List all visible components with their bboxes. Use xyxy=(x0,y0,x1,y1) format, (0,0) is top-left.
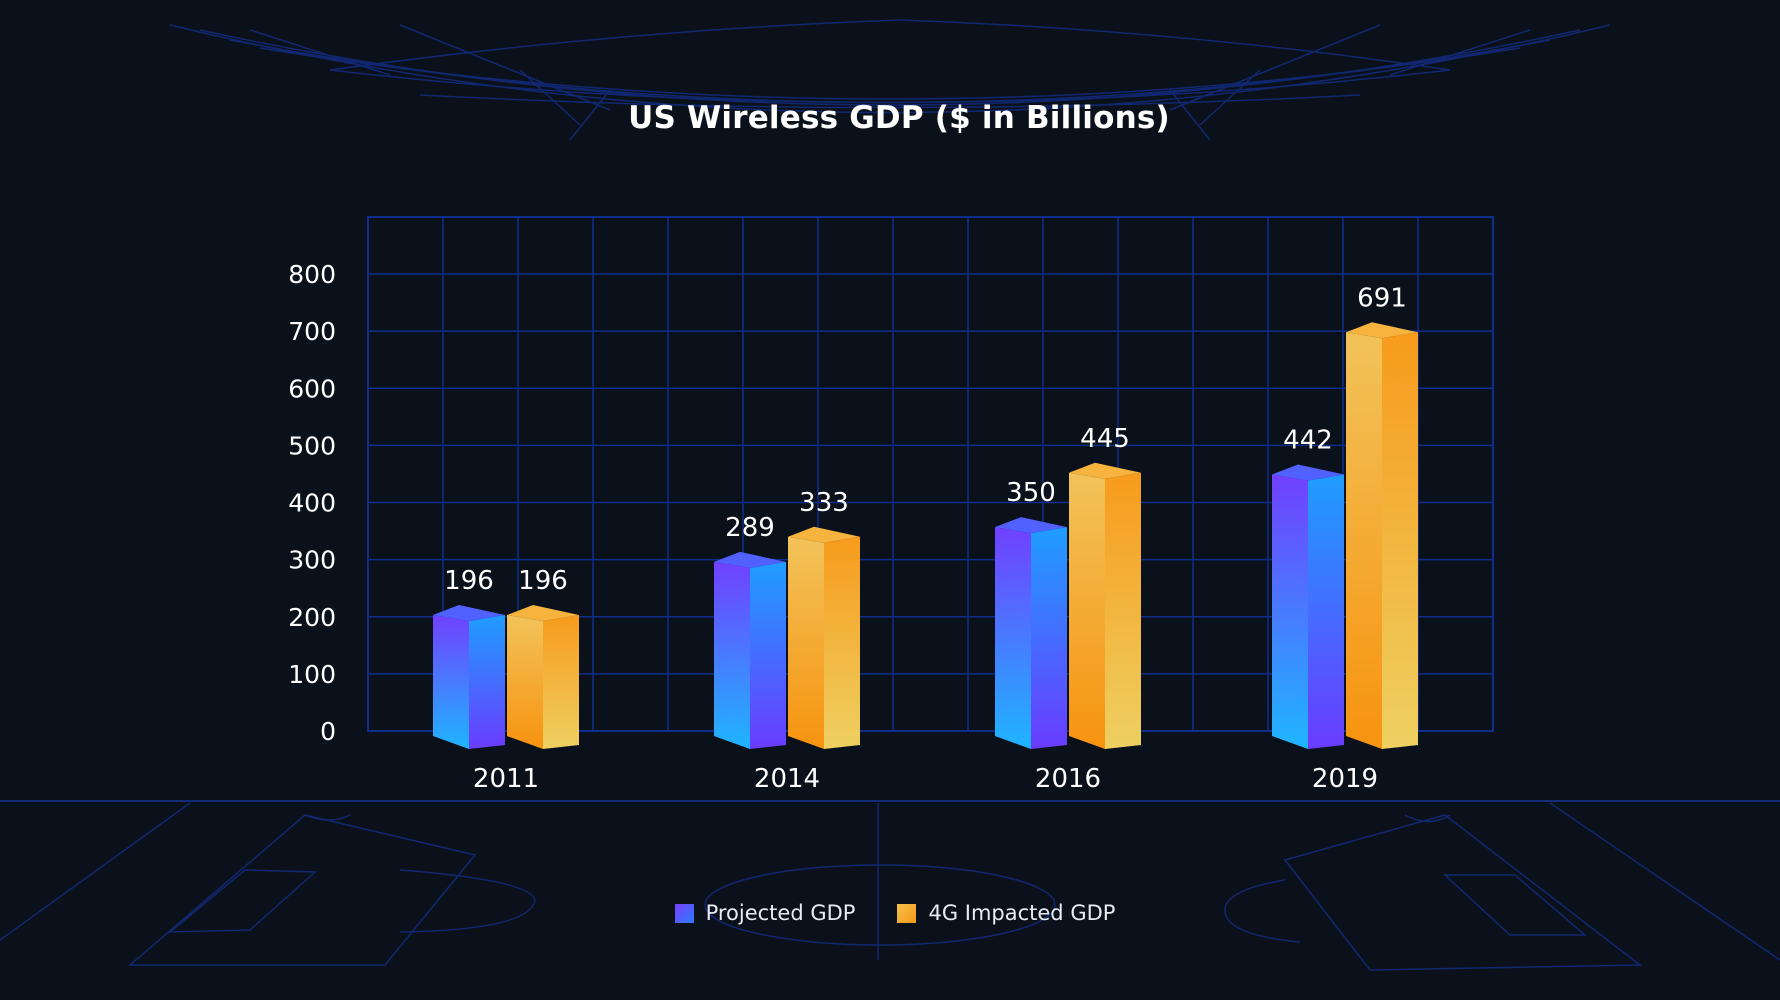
bar-face-top xyxy=(433,605,505,622)
bar-0-2014 xyxy=(714,551,786,749)
plot-border xyxy=(367,216,1494,732)
arena-arc xyxy=(259,47,1521,100)
legend-swatch-4g-impacted xyxy=(897,903,917,923)
bar-face-top xyxy=(714,551,786,568)
bar-face-right xyxy=(1308,474,1344,749)
legend-swatch-projected xyxy=(674,903,694,923)
bar-1-2016 xyxy=(1069,462,1141,749)
bar-face-left xyxy=(995,527,1031,749)
x-tick-label: 2019 xyxy=(1312,764,1378,794)
data-label: 289 xyxy=(725,513,775,543)
y-tick-label: 200 xyxy=(288,603,336,632)
data-label: 333 xyxy=(799,488,849,518)
y-tick-label: 300 xyxy=(288,546,336,575)
arena-arc xyxy=(199,29,1581,106)
bar-0-2019 xyxy=(1272,464,1344,749)
chart-title: US Wireless GDP ($ in Billions) xyxy=(628,100,1170,136)
legend-label-projected: Projected GDP xyxy=(705,901,856,925)
legend-label-4g-impacted: 4G Impacted GDP xyxy=(928,901,1116,925)
bar-face-right xyxy=(469,615,505,749)
bar-face-top xyxy=(1346,322,1418,339)
bar-face-left xyxy=(507,615,543,749)
legend-item-projected[interactable]: Projected GDP xyxy=(674,901,856,925)
data-labels: 196 196 289 333 350 445 442 691 xyxy=(444,283,1407,596)
bars xyxy=(433,322,1418,749)
bar-face-left xyxy=(714,561,750,749)
bar-face-left xyxy=(788,536,824,749)
bar-face-top xyxy=(995,517,1067,534)
data-label: 350 xyxy=(1006,478,1056,508)
bar-face-top xyxy=(507,605,579,622)
x-axis: 2011 2014 2016 2019 xyxy=(473,764,1378,794)
bar-face-top xyxy=(788,526,860,543)
y-axis: 0 100 200 300 400 500 600 700 800 xyxy=(288,260,336,746)
arena-arc xyxy=(169,24,1611,114)
data-label: 691 xyxy=(1357,283,1407,313)
bar-face-right xyxy=(750,561,786,749)
arena-arc xyxy=(899,19,1451,71)
y-tick-label: 0 xyxy=(320,717,336,746)
y-tick-label: 600 xyxy=(288,374,336,403)
grid-lines xyxy=(367,216,1494,732)
bar-1-2011 xyxy=(507,605,579,749)
y-tick-label: 700 xyxy=(288,317,336,346)
data-label: 196 xyxy=(444,566,494,596)
bar-face-right xyxy=(543,615,579,749)
data-label: 445 xyxy=(1080,424,1130,454)
arena-arc xyxy=(419,94,1361,109)
legend-item-4g-impacted[interactable]: 4G Impacted GDP xyxy=(897,901,1115,925)
y-tick-label: 500 xyxy=(288,431,336,460)
arena-arc xyxy=(329,69,1451,104)
x-tick-label: 2016 xyxy=(1035,764,1101,794)
arena-arc xyxy=(329,19,901,71)
bar-face-left xyxy=(1346,332,1382,749)
bar-face-right xyxy=(1382,332,1418,749)
x-tick-label: 2011 xyxy=(473,764,539,794)
y-tick-label: 800 xyxy=(288,260,336,289)
x-tick-label: 2014 xyxy=(754,764,820,794)
legend: Projected GDP 4G Impacted GDP xyxy=(0,901,1780,925)
bar-face-top xyxy=(1069,462,1141,479)
y-tick-label: 100 xyxy=(288,660,336,689)
data-label: 442 xyxy=(1283,426,1333,456)
bar-face-left xyxy=(1069,472,1105,749)
bar-face-left xyxy=(433,615,469,749)
bar-face-top xyxy=(1272,464,1344,481)
y-tick-label: 400 xyxy=(288,489,336,518)
bar-0-2016 xyxy=(995,517,1067,749)
bar-face-right xyxy=(824,536,860,749)
bar-face-left xyxy=(1272,474,1308,749)
bar-0-2011 xyxy=(433,605,505,749)
bar-face-right xyxy=(1031,527,1067,749)
bar-face-right xyxy=(1105,472,1141,749)
bar-1-2019 xyxy=(1346,322,1418,749)
bar-1-2014 xyxy=(788,526,860,749)
data-label: 196 xyxy=(518,566,568,596)
